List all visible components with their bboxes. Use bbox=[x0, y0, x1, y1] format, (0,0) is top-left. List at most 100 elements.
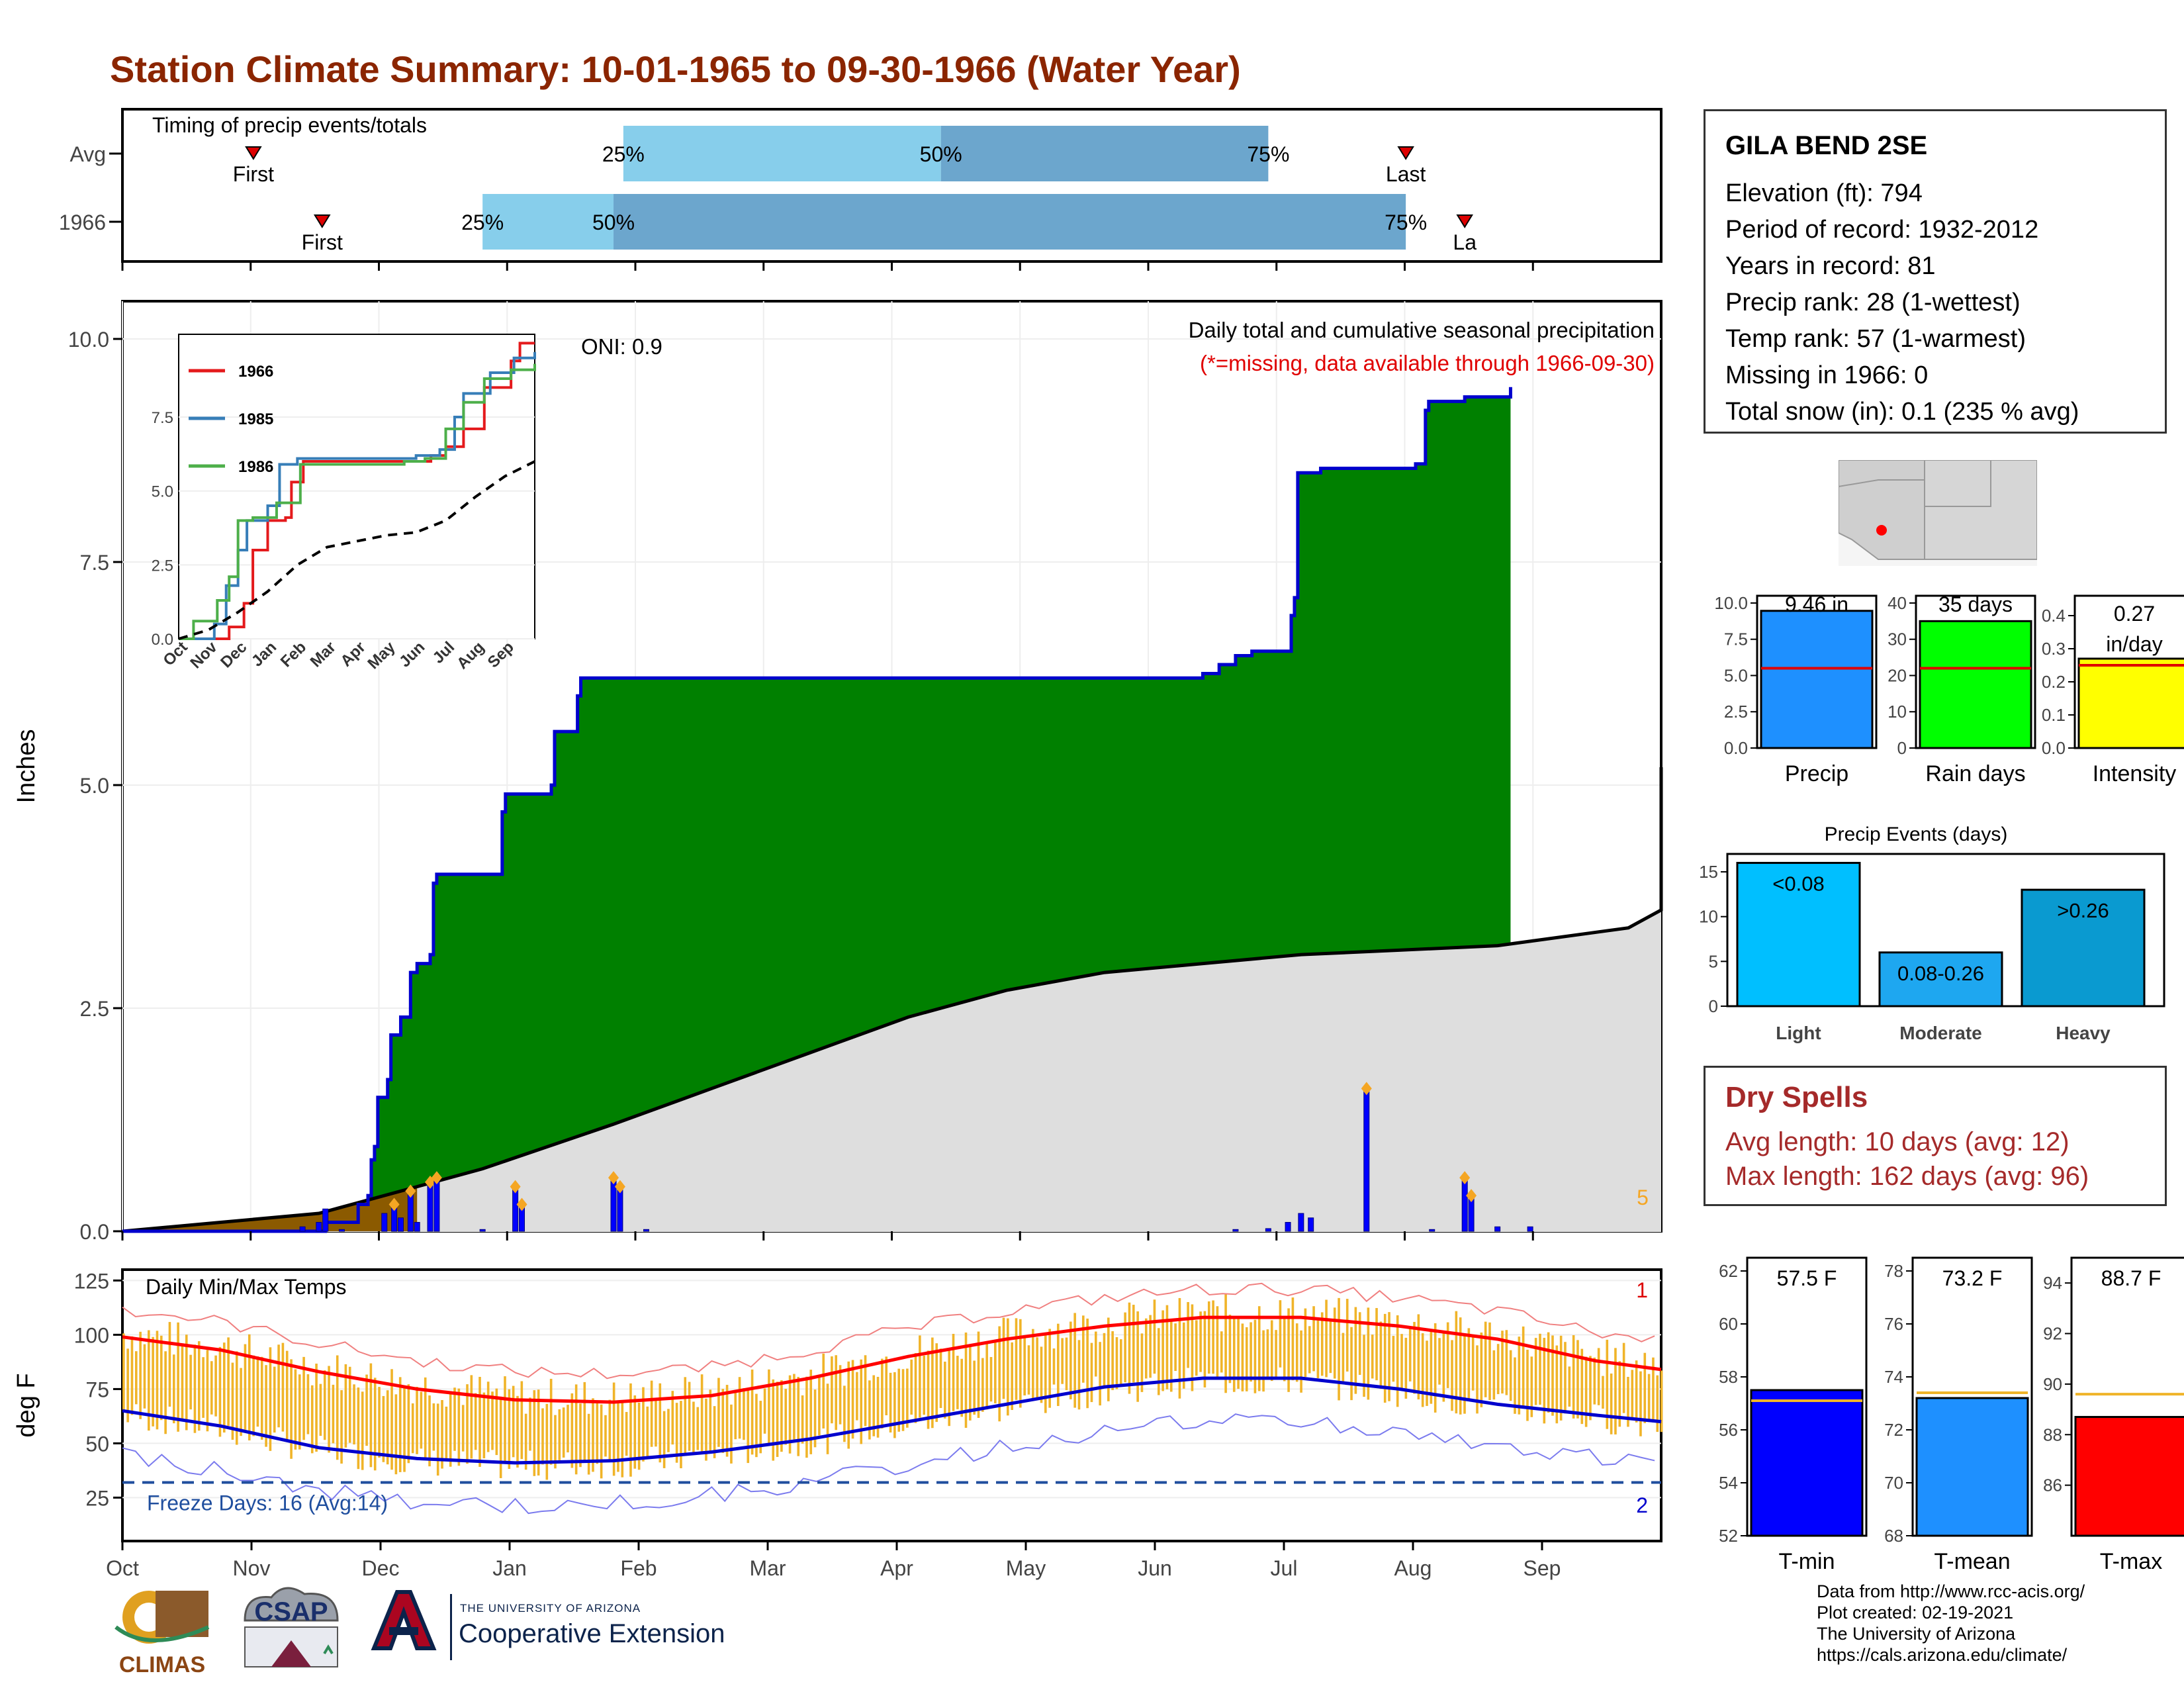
daily-precip-bar bbox=[1298, 1213, 1304, 1232]
daily-temp-bar bbox=[948, 1348, 950, 1427]
daily-temp-bar bbox=[323, 1370, 326, 1440]
event-bar-label: >0.26 bbox=[2057, 899, 2109, 922]
daily-temp-bar bbox=[1539, 1333, 1541, 1405]
daily-temp-bar bbox=[596, 1401, 599, 1464]
mini-y-tick-label: 0 bbox=[1897, 738, 1907, 758]
temps-y-tick-label: 50 bbox=[85, 1432, 109, 1456]
daily-precip-bar bbox=[322, 1208, 329, 1232]
station-location-dot bbox=[1876, 525, 1887, 536]
daily-temp-bar bbox=[512, 1385, 515, 1458]
record-max-line bbox=[122, 1282, 1655, 1380]
daily-temp-bar bbox=[637, 1402, 641, 1470]
precip-y-tick-label: 10.0 bbox=[68, 328, 109, 352]
inset-series-1986 bbox=[179, 363, 536, 640]
credit-line: The University of Arizona bbox=[1817, 1624, 2016, 1644]
daily-temp-bar bbox=[1107, 1317, 1110, 1401]
daily-temp-bar bbox=[1568, 1366, 1571, 1407]
daily-temp-bar bbox=[1379, 1321, 1383, 1389]
daily-temp-bar bbox=[1433, 1323, 1437, 1413]
daily-temp-bar bbox=[801, 1395, 804, 1444]
daily-temp-bar bbox=[1174, 1323, 1177, 1372]
daily-temp-bar bbox=[1635, 1360, 1638, 1423]
daily-temp-bar bbox=[1095, 1331, 1097, 1377]
daily-temp-bar bbox=[1656, 1375, 1659, 1432]
intensity-chart: 0.0 0.1 0.2 0.3 0.4 0.27 in/day Intensity bbox=[2042, 594, 2184, 786]
daily-temp-bar bbox=[567, 1405, 569, 1453]
daily-temp-bar bbox=[265, 1365, 267, 1447]
daily-temp-bar bbox=[763, 1388, 766, 1434]
tmin-chart: 52 54 56 58 60 62 57.5 F T-min bbox=[1719, 1256, 1868, 1574]
daily-temp-bar bbox=[1639, 1371, 1642, 1436]
daily-temp-bar bbox=[1195, 1320, 1198, 1376]
temps-x-tick-label: Aug bbox=[1394, 1556, 1432, 1580]
daily-temp-bar bbox=[1584, 1356, 1588, 1427]
daily-temp-bar bbox=[436, 1403, 439, 1476]
daily-temp-bar bbox=[864, 1355, 867, 1427]
mini-value-bar bbox=[1915, 1397, 2029, 1537]
daily-temp-bar bbox=[1027, 1345, 1030, 1395]
daily-temp-bar bbox=[1304, 1308, 1307, 1378]
daily-temp-bar bbox=[1153, 1299, 1156, 1374]
daily-temp-bar bbox=[784, 1389, 788, 1445]
mini-y-tick-label: 20 bbox=[1888, 665, 1907, 685]
mini-category-label: Precip bbox=[1785, 761, 1848, 786]
daily-temp-bar bbox=[847, 1361, 850, 1449]
mini-y-tick-label: 56 bbox=[1719, 1420, 1738, 1440]
inset-y-tick-label: 0.0 bbox=[152, 631, 173, 649]
daily-temp-bar bbox=[382, 1395, 385, 1462]
temps-x-tick-label: Jun bbox=[1138, 1556, 1172, 1580]
mini-category-label: Intensity bbox=[2093, 761, 2177, 786]
mini-y-tick-label: 0.0 bbox=[2042, 738, 2066, 758]
daily-temp-bar bbox=[1371, 1335, 1374, 1379]
csap-logo: CSAP bbox=[244, 1587, 339, 1667]
daily-precip-bar bbox=[1232, 1229, 1239, 1232]
daily-temp-bar bbox=[1023, 1337, 1026, 1396]
mini-value-label: in/day bbox=[2106, 632, 2162, 656]
daily-temp-bar bbox=[885, 1356, 888, 1416]
daily-precip-marker bbox=[1466, 1189, 1477, 1203]
precip-total-chart: 0.0 2.5 5.0 7.5 10.0 9.46 in Precip bbox=[1714, 592, 1878, 786]
credit-line: https://cals.arizona.edu/climate/ bbox=[1817, 1645, 2068, 1665]
daily-temp-bar bbox=[1484, 1321, 1487, 1397]
temps-x-tick-label: Dec bbox=[362, 1556, 400, 1580]
daily-temp-bar bbox=[1547, 1332, 1550, 1413]
daily-precip-bar bbox=[1527, 1226, 1533, 1232]
daily-temp-bar bbox=[1140, 1333, 1144, 1392]
mini-y-tick-label: 7.5 bbox=[1724, 630, 1748, 649]
daily-temp-bar bbox=[424, 1377, 427, 1458]
daily-temp-bar bbox=[332, 1384, 335, 1444]
daily-precip-marker bbox=[388, 1197, 400, 1211]
events-y-tick-label: 0 bbox=[1709, 996, 1718, 1016]
daily-precip-bar bbox=[1308, 1217, 1314, 1232]
daily-temp-bar bbox=[1270, 1320, 1273, 1382]
temps-x-tick-label: Jul bbox=[1271, 1556, 1298, 1580]
daily-temp-bar bbox=[549, 1378, 553, 1465]
dry-spells-avg: Avg length: 10 days (avg: 12) bbox=[1725, 1127, 2070, 1156]
record-min-line bbox=[122, 1413, 1655, 1515]
daily-temp-bar bbox=[361, 1391, 364, 1470]
daily-temp-bar bbox=[285, 1350, 289, 1440]
mini-value-label: 57.5 F bbox=[1777, 1266, 1837, 1290]
daily-temp-bar bbox=[696, 1407, 700, 1450]
daily-temp-bar bbox=[743, 1388, 745, 1440]
daily-precip-bar bbox=[427, 1182, 433, 1232]
daily-temp-bar bbox=[554, 1415, 557, 1469]
mini-y-tick-label: 88 bbox=[2043, 1425, 2062, 1444]
daily-temp-bar bbox=[1224, 1294, 1227, 1393]
daily-temp-bar bbox=[608, 1399, 612, 1462]
mini-y-tick-label: 92 bbox=[2043, 1324, 2062, 1344]
daily-temp-bar bbox=[445, 1406, 448, 1460]
mini-value-bar bbox=[1919, 620, 2032, 749]
daily-temp-bar bbox=[1396, 1315, 1399, 1407]
daily-temp-bar bbox=[1237, 1319, 1240, 1389]
daily-temp-bar bbox=[1287, 1308, 1290, 1392]
station-name: GILA BEND 2SE bbox=[1725, 131, 1928, 160]
mini-y-tick-label: 40 bbox=[1888, 593, 1907, 613]
normal-max-line bbox=[122, 1315, 1662, 1404]
precip-y-tick-label: 2.5 bbox=[80, 997, 109, 1021]
mini-value-bar bbox=[2074, 1416, 2184, 1537]
mini-y-tick-label: 78 bbox=[1884, 1261, 1903, 1281]
daily-temp-bar bbox=[340, 1390, 343, 1464]
station-detail-line: Total snow (in): 0.1 (235 % avg) bbox=[1725, 398, 2079, 426]
daily-temp-bar bbox=[1283, 1317, 1286, 1382]
